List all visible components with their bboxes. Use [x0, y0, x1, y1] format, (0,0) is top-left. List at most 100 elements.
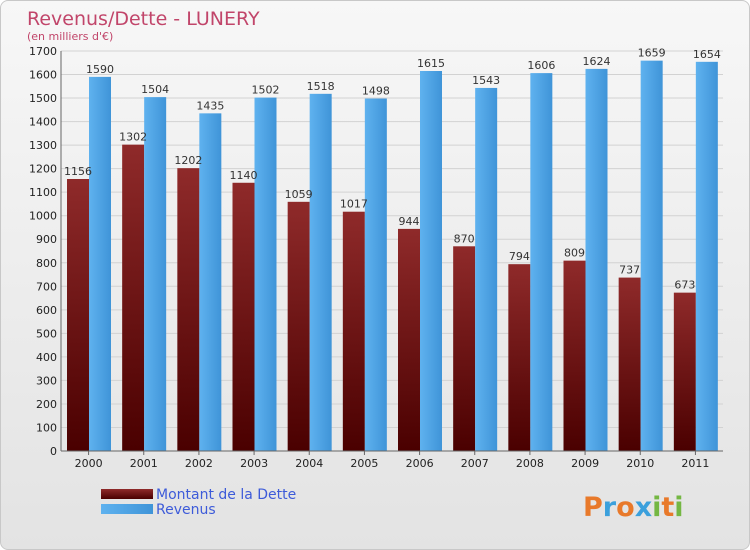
- bar-debt-2009: [563, 260, 586, 451]
- bar-debt-2008: [508, 264, 531, 451]
- proxiti-logo: Proxiti: [583, 492, 684, 523]
- chart-subtitle: (en milliers d'€): [27, 30, 113, 43]
- y-tick-label: 1500: [29, 92, 57, 105]
- bar-debt-2001: [122, 144, 145, 451]
- value-label-revenus-2002: 1435: [196, 99, 224, 112]
- x-axis-ticks: 2000 2001 2002 2003 2004 2005 2006 2007 2008 2009…: [75, 451, 709, 470]
- value-label-revenus-2001: 1504: [141, 83, 169, 96]
- bar-revenus-2000: [89, 76, 111, 451]
- y-tick-label: 1000: [29, 210, 57, 223]
- y-tick-label: 1700: [29, 45, 57, 58]
- bar-revenus-2006: [420, 71, 442, 451]
- x-tick-label: 2011: [681, 457, 709, 470]
- x-tick-label: 2009: [571, 457, 599, 470]
- legend: Montant de la Dette Revenus: [101, 487, 296, 518]
- bar-revenus-2003: [254, 97, 277, 452]
- bar-revenus-2001: [144, 97, 167, 451]
- bar-revenus-2005: [364, 98, 387, 451]
- logo-letter: i: [652, 492, 661, 523]
- bar-revenus-2010: [640, 60, 663, 451]
- bar-revenus-2008: [530, 73, 553, 451]
- bar-debt-2000: [67, 179, 89, 451]
- value-label-revenus-2008: 1606: [527, 59, 555, 72]
- value-label-revenus-2000: 1590: [86, 63, 114, 76]
- value-label-debt-2002: 1202: [174, 154, 202, 167]
- bar-debt-2002: [177, 168, 200, 452]
- x-tick-label: 2003: [240, 457, 268, 470]
- bar-revenus-2004: [309, 93, 332, 451]
- y-tick-label: 1400: [29, 116, 57, 129]
- y-tick-label: 1300: [29, 139, 57, 152]
- x-tick-label: 2001: [130, 457, 158, 470]
- logo-letter: P: [583, 492, 603, 523]
- x-tick-label: 2007: [461, 457, 489, 470]
- bars: [67, 60, 718, 452]
- x-tick-label: 2006: [406, 457, 434, 470]
- bar-debt-2006: [398, 228, 420, 451]
- y-tick-label: 500: [36, 327, 57, 340]
- bar-debt-2010: [618, 277, 641, 451]
- legend-label-debt: Montant de la Dette: [156, 487, 296, 503]
- value-label-debt-2008: 794: [509, 250, 530, 263]
- logo-letter: o: [616, 492, 635, 523]
- value-label-debt-2009: 809: [564, 247, 585, 260]
- value-label-debt-2001: 1302: [119, 131, 147, 144]
- value-label-revenus-2009: 1624: [583, 55, 611, 68]
- x-tick-label: 2002: [185, 457, 213, 470]
- y-tick-label: 100: [36, 421, 57, 434]
- value-label-revenus-2010: 1659: [638, 47, 666, 60]
- value-labels: 1156 1590 1302 1504 1202 1435 1140 1502 1059 1518…: [64, 47, 721, 292]
- x-tick-label: 2005: [350, 457, 378, 470]
- value-label-revenus-2011: 1654: [693, 48, 721, 61]
- x-tick-label: 2010: [626, 457, 654, 470]
- value-label-debt-2007: 870: [454, 232, 475, 245]
- bar-debt-2007: [453, 246, 476, 451]
- bar-revenus-2002: [199, 113, 222, 452]
- legend-swatch-debt: [101, 489, 153, 499]
- logo-letter: t: [661, 492, 674, 523]
- gridlines: [61, 50, 723, 452]
- value-label-debt-2003: 1140: [230, 169, 258, 182]
- y-tick-label: 800: [36, 257, 57, 270]
- y-tick-label: 900: [36, 233, 57, 246]
- x-tick-label: 2000: [75, 457, 103, 470]
- bar-debt-2003: [232, 182, 255, 451]
- value-label-revenus-2005: 1498: [362, 85, 390, 98]
- y-tick-label: 700: [36, 280, 57, 293]
- y-tick-label: 600: [36, 304, 57, 317]
- x-tick-label: 2008: [516, 457, 544, 470]
- bar-revenus-2011: [695, 61, 718, 452]
- value-label-revenus-2004: 1518: [307, 80, 335, 93]
- bar-revenus-2007: [475, 87, 498, 452]
- value-label-revenus-2007: 1543: [472, 74, 500, 87]
- value-label-debt-2005: 1017: [340, 198, 368, 211]
- logo-letter: x: [635, 492, 652, 523]
- bar-debt-2011: [673, 292, 696, 451]
- y-axis-ticks: 0 100 200 300 400 500 600 700 800 900 1000 1100 1200…: [29, 45, 57, 458]
- value-label-debt-2000: 1156: [64, 165, 92, 178]
- logo-letter: r: [603, 492, 617, 523]
- bar-revenus-2009: [585, 68, 608, 451]
- value-label-debt-2011: 673: [674, 279, 695, 292]
- y-tick-label: 1100: [29, 186, 57, 199]
- value-label-debt-2004: 1059: [285, 188, 313, 201]
- y-tick-label: 1600: [29, 69, 57, 82]
- legend-swatch-revenus: [101, 504, 153, 514]
- legend-label-revenus: Revenus: [156, 502, 216, 518]
- y-tick-label: 1200: [29, 163, 57, 176]
- value-label-revenus-2006: 1615: [417, 57, 445, 70]
- value-label-revenus-2003: 1502: [252, 84, 280, 97]
- y-tick-label: 0: [50, 445, 57, 458]
- y-tick-label: 300: [36, 374, 57, 387]
- y-tick-label: 400: [36, 351, 57, 364]
- bar-debt-2004: [287, 201, 310, 451]
- y-tick-label: 200: [36, 398, 57, 411]
- logo-letter: i: [674, 492, 683, 523]
- x-tick-label: 2004: [295, 457, 323, 470]
- bar-debt-2005: [342, 211, 365, 451]
- value-label-debt-2006: 944: [399, 215, 420, 228]
- value-label-debt-2010: 737: [619, 264, 640, 277]
- chart-title: Revenus/Dette - LUNERY: [27, 8, 260, 30]
